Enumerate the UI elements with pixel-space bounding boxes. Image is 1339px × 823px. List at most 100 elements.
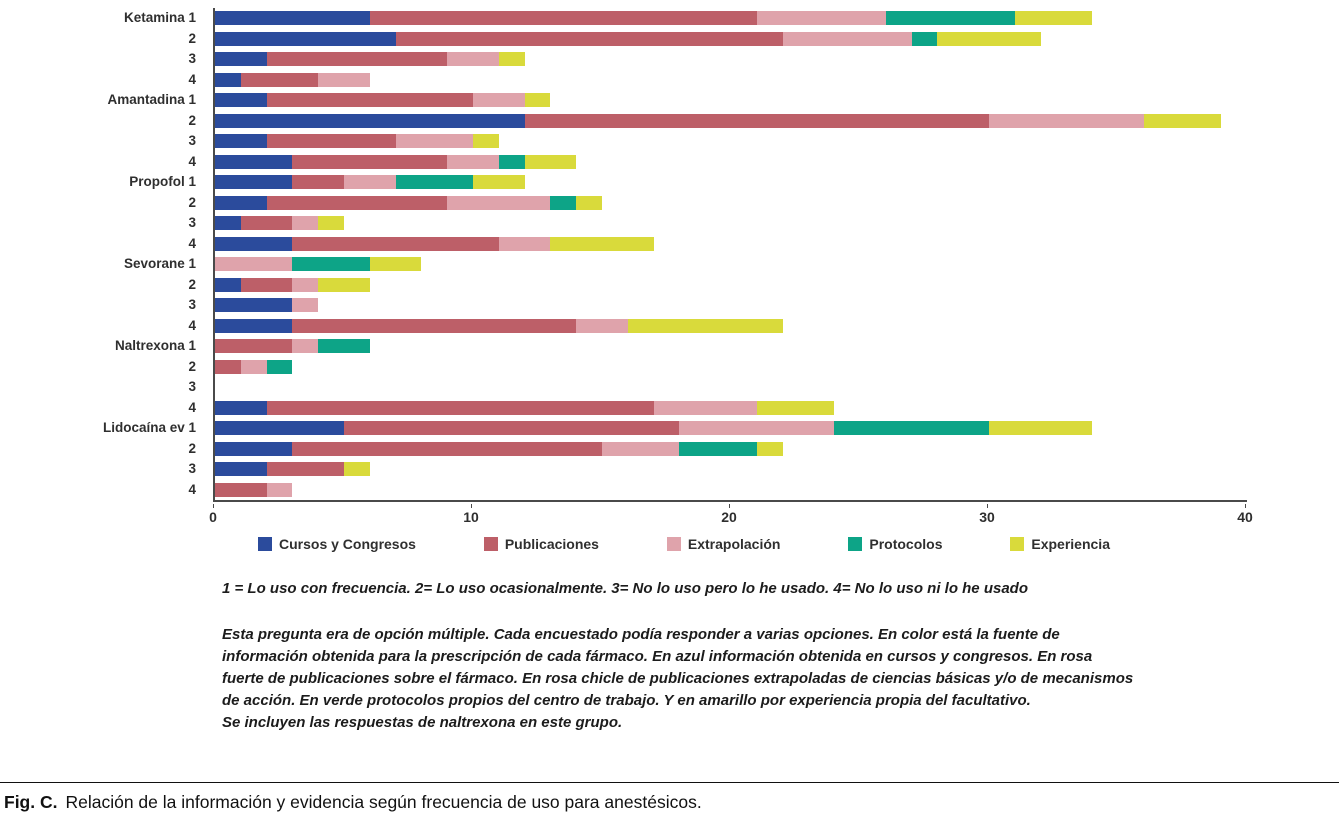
bar-segment-publicaciones xyxy=(292,175,344,190)
stacked-bar xyxy=(215,236,1247,251)
bar-segment-extrapolacion xyxy=(395,134,473,149)
bar-segment-extrapolacion xyxy=(601,441,680,456)
stacked-bar xyxy=(215,482,1247,497)
bar-segment-publicaciones xyxy=(215,339,293,354)
bar-segment-publicaciones xyxy=(524,113,989,128)
row-label: 2 xyxy=(188,358,196,374)
stacked-bar xyxy=(215,298,1247,313)
bar-segment-publicaciones xyxy=(240,277,293,292)
bar-segment-extrapolacion xyxy=(472,93,525,108)
bar-segment-cursos-y-congresos xyxy=(215,298,293,313)
bar-row xyxy=(215,336,1247,357)
x-tick-mark xyxy=(987,504,988,508)
bar-segment-publicaciones xyxy=(266,195,448,210)
figure-caption-text: Relación de la información y evidencia s… xyxy=(65,792,702,812)
legend-label: Publicaciones xyxy=(504,536,599,552)
figure-caption: Fig. C. Relación de la información y evid… xyxy=(4,792,1324,813)
plot-area xyxy=(213,8,1247,502)
row-label: 2 xyxy=(188,440,196,456)
bar-segment-cursos-y-congresos xyxy=(215,318,293,333)
bar-segment-extrapolacion xyxy=(215,257,293,272)
bar-segment-extrapolacion xyxy=(318,72,370,87)
bar-segment-cursos-y-congresos xyxy=(215,154,293,169)
bar-segment-cursos-y-congresos xyxy=(215,421,344,436)
stacked-bar xyxy=(215,113,1247,128)
stacked-bar xyxy=(215,339,1247,354)
bar-segment-cursos-y-congresos xyxy=(215,11,370,26)
bar-row xyxy=(215,234,1247,255)
stacked-bar xyxy=(215,93,1247,108)
stacked-bar xyxy=(215,441,1247,456)
bar-segment-protocolos xyxy=(679,441,757,456)
row-label: 2 xyxy=(188,112,196,128)
notes-paragraph: Esta pregunta era de opción múltiple. Ca… xyxy=(222,626,1134,710)
legend-item-protocolos: Protocolos xyxy=(848,536,942,552)
bar-row xyxy=(215,316,1247,337)
row-label: Sevorane 1 xyxy=(123,256,196,271)
bar-segment-experiencia xyxy=(318,216,344,231)
x-tick-mark xyxy=(1245,504,1246,508)
bar-segment-extrapolacion xyxy=(292,339,319,354)
bar-segment-publicaciones xyxy=(292,318,577,333)
bar-row xyxy=(215,172,1247,193)
row-label: Ketamina 1 xyxy=(123,10,196,25)
frequency-key-line: 1 = Lo uso con frecuencia. 2= Lo uso oca… xyxy=(222,580,1028,597)
notes-last-line: Se incluyen las respuestas de naltrexona… xyxy=(222,714,623,732)
stacked-bar xyxy=(215,277,1247,292)
bar-segment-experiencia xyxy=(369,257,422,272)
bar-row xyxy=(215,90,1247,111)
bar-segment-protocolos xyxy=(885,11,1015,26)
figure-caption-label: Fig. C. xyxy=(4,792,58,812)
bar-segment-publicaciones xyxy=(240,72,319,87)
bar-segment-experiencia xyxy=(343,462,370,477)
row-label: 3 xyxy=(188,215,196,230)
bar-segment-cursos-y-congresos xyxy=(215,462,267,477)
x-tick-label: 20 xyxy=(721,509,737,525)
bar-segment-cursos-y-congresos xyxy=(215,400,267,415)
stacked-bar xyxy=(215,11,1247,26)
bar-row xyxy=(215,131,1247,152)
bar-segment-extrapolacion xyxy=(240,359,267,374)
bar-row xyxy=(215,275,1247,296)
row-label: 4 xyxy=(188,317,196,333)
row-label: 4 xyxy=(188,235,196,251)
bar-segment-protocolos xyxy=(498,154,525,169)
bar-segment-protocolos xyxy=(395,175,473,190)
bar-segment-experiencia xyxy=(937,31,1041,46)
stacked-bar xyxy=(215,216,1247,231)
legend-swatch-extrapolacion xyxy=(666,537,681,551)
bar-segment-protocolos xyxy=(318,339,370,354)
bar-segment-cursos-y-congresos xyxy=(215,175,293,190)
bar-segment-publicaciones xyxy=(292,236,499,251)
bar-segment-experiencia xyxy=(1014,11,1093,26)
row-label: 3 xyxy=(188,461,196,476)
x-tick-label: 10 xyxy=(463,509,479,525)
bar-segment-publicaciones xyxy=(266,462,344,477)
bar-segment-experiencia xyxy=(1143,113,1222,128)
bar-segment-experiencia xyxy=(576,195,602,210)
stacked-bar xyxy=(215,195,1247,210)
bar-segment-protocolos xyxy=(834,421,989,436)
bar-segment-extrapolacion xyxy=(653,400,757,415)
x-tick-label: 0 xyxy=(209,509,217,525)
x-tick-mark xyxy=(471,504,472,508)
legend-swatch-publicaciones xyxy=(483,537,498,551)
bar-segment-publicaciones xyxy=(292,441,602,456)
bar-row xyxy=(215,193,1247,214)
stacked-bar xyxy=(215,421,1247,436)
bar-segment-publicaciones xyxy=(215,359,241,374)
bar-segment-protocolos xyxy=(911,31,938,46)
bar-segment-extrapolacion xyxy=(576,318,628,333)
bar-row xyxy=(215,70,1247,91)
bar-segment-cursos-y-congresos xyxy=(215,113,525,128)
row-label: 2 xyxy=(188,194,196,210)
bar-segment-publicaciones xyxy=(266,400,654,415)
row-label: Naltrexona 1 xyxy=(114,338,196,353)
y-axis-labels: Ketamina 1 2 3 4 Amantadina 1 2 3 4 Propofol 1 2 3… xyxy=(0,8,205,500)
row-label: Propofol 1 xyxy=(129,174,196,189)
stacked-bar xyxy=(215,380,1247,394)
bar-row xyxy=(215,152,1247,173)
legend-label: Cursos y Congresos xyxy=(279,536,416,552)
bar-segment-extrapolacion xyxy=(498,236,551,251)
